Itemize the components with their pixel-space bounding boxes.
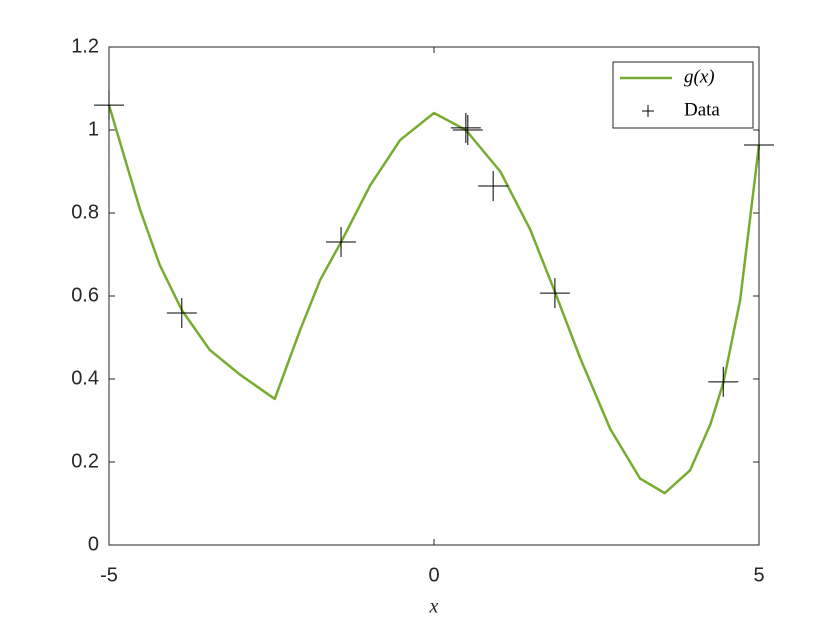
point: [166, 298, 197, 329]
legend: [612, 61, 754, 129]
y-tick-label: 0.4: [71, 367, 99, 389]
point: [450, 112, 481, 143]
point: [94, 90, 124, 121]
point: [478, 171, 509, 202]
plot-area: [108, 46, 760, 546]
point: [744, 129, 774, 160]
x-axis-label: x: [429, 596, 439, 618]
point: [326, 227, 357, 258]
y-tick-label: 0.8: [71, 201, 99, 223]
x-tick-label: 5: [753, 564, 764, 586]
line: [107, 104, 761, 495]
legend-label: g(x): [684, 66, 715, 87]
y-tick-label: 0.2: [71, 450, 99, 472]
y-tick-label: 0.6: [71, 284, 99, 306]
legend-swatch: [642, 105, 654, 117]
y-tick-label: 1.2: [71, 35, 99, 57]
legend-label: Data: [684, 99, 720, 120]
x-tick-label: 0: [428, 564, 439, 586]
point: [539, 278, 570, 309]
point: [452, 115, 483, 145]
y-tick-label: 1: [88, 118, 99, 140]
y-tick-label: 0: [88, 533, 99, 555]
point: [708, 366, 739, 397]
x-tick-label: -5: [100, 564, 118, 586]
